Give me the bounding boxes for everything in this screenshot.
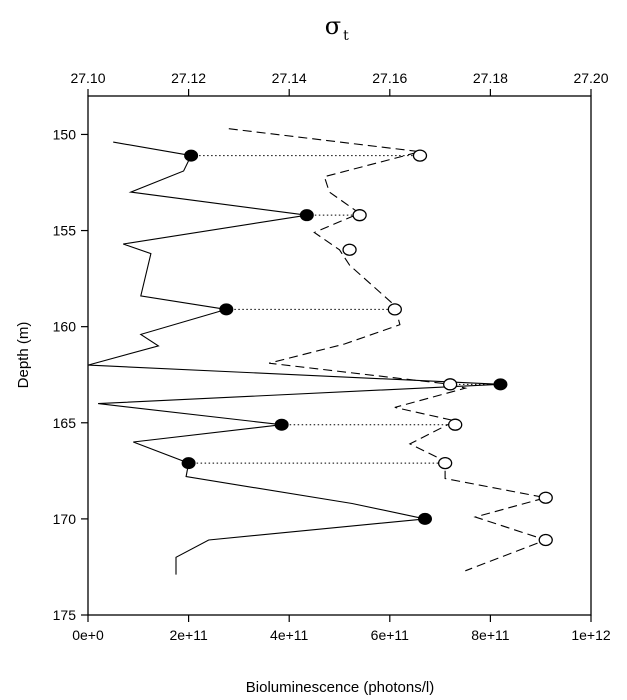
sigma-t-marker bbox=[443, 378, 458, 391]
sigma-t-marker bbox=[538, 491, 553, 504]
bottom-tick-label: 1e+12 bbox=[571, 627, 611, 643]
sigma-t-marker bbox=[538, 533, 553, 547]
bottom-axis-title: Bioluminescence (photons/l) bbox=[246, 679, 434, 696]
top-tick-label: 27.12 bbox=[171, 70, 206, 86]
bottom-tick-label: 4e+11 bbox=[270, 627, 308, 643]
bottom-tick-label: 6e+11 bbox=[371, 627, 409, 643]
bioluminescence-marker bbox=[299, 209, 314, 222]
left-tick-label: 170 bbox=[53, 511, 77, 527]
marker-layer bbox=[181, 149, 553, 547]
top-tick-label: 27.18 bbox=[473, 70, 508, 86]
sigma-t-marker bbox=[412, 149, 428, 162]
bioluminescence-marker bbox=[418, 512, 433, 525]
top-tick-label: 27.16 bbox=[372, 70, 407, 86]
left-tick-label: 175 bbox=[53, 607, 77, 623]
bottom-tick-label: 8e+11 bbox=[471, 627, 509, 643]
sigma-t-marker bbox=[352, 209, 367, 222]
bioluminescence-line bbox=[87, 141, 501, 575]
sigma-t-line bbox=[228, 128, 548, 572]
tick-layer: 0e+0 2e+11 4e+11 6e+11 8e+11 1e+12 27.10 27.12 2… bbox=[53, 70, 611, 643]
left-tick-label: 165 bbox=[53, 415, 77, 431]
plot-frame bbox=[87, 95, 592, 616]
left-tick-label: 155 bbox=[53, 223, 77, 239]
bottom-tick-label: 2e+11 bbox=[169, 627, 207, 643]
left-tick-label: 160 bbox=[53, 319, 77, 335]
sigma-t-marker bbox=[437, 456, 453, 470]
left-tick-label: 150 bbox=[53, 126, 77, 142]
series-layer bbox=[87, 128, 548, 575]
bioluminescence-marker bbox=[493, 378, 508, 391]
top-tick-label: 27.10 bbox=[70, 70, 105, 86]
bottom-tick-label: 0e+0 bbox=[72, 627, 104, 643]
top-tick-label: 27.20 bbox=[573, 70, 608, 86]
bioluminescence-marker bbox=[181, 457, 196, 470]
bioluminescence-marker bbox=[274, 418, 289, 431]
sigma-t-marker bbox=[387, 303, 402, 316]
left-axis-title: Depth (m) bbox=[15, 322, 32, 389]
bioluminescence-marker bbox=[184, 149, 199, 162]
bioluminescence-marker bbox=[219, 303, 234, 316]
top-tick-label: 27.14 bbox=[272, 70, 307, 86]
sigma-t-marker bbox=[448, 418, 463, 431]
sigma-t-marker bbox=[342, 243, 357, 256]
top-axis-title-subscript: t bbox=[343, 28, 349, 44]
top-axis-title: σ bbox=[325, 12, 341, 40]
